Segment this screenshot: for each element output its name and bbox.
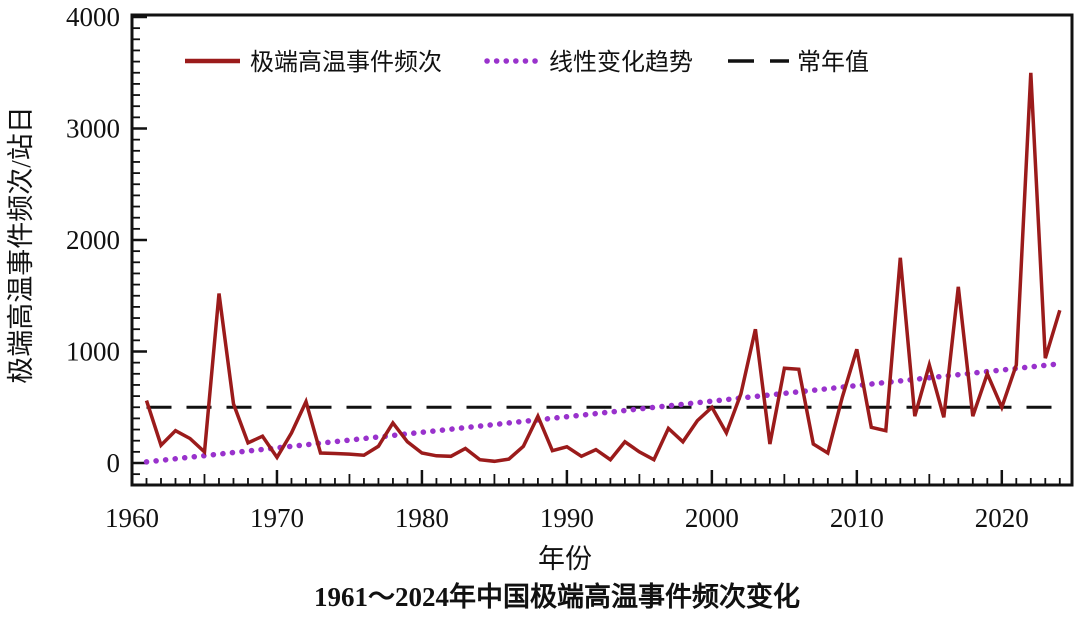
legend-label-series: 极端高温事件频次	[250, 49, 442, 76]
x-axis-title: 年份	[538, 544, 592, 574]
x-major-ticks: 1960 1970 1980 1990 2000 2010 2020	[105, 470, 1029, 533]
legend-label-trend: 线性变化趋势	[549, 49, 693, 76]
x-tick-label: 1980	[395, 503, 449, 533]
x-minor-ticks	[145, 474, 1061, 485]
x-tick-label: 2020	[975, 503, 1029, 533]
y-axis-title: 极端高温事件频次/站日	[6, 106, 36, 384]
x-tick-label: 2000	[685, 503, 739, 533]
plot-area: 0 1000 2000 3000 4000 1960 1970 1980 1990 2000 201…	[66, 2, 1074, 533]
x-tick-label: 1990	[540, 503, 594, 533]
legend: 极端高温事件频次 线性变化趋势 常年值	[185, 49, 869, 76]
plot-border	[130, 13, 1074, 487]
y-minor-ticks	[132, 27, 140, 476]
y-tick-label: 0	[107, 448, 121, 478]
series-line	[144, 72, 1062, 464]
trend-line	[143, 361, 1063, 465]
y-tick-label: 4000	[66, 2, 120, 32]
y-tick-label: 1000	[66, 337, 120, 367]
x-tick-label: 2010	[830, 503, 884, 533]
x-tick-label: 1960	[105, 503, 159, 533]
y-tick-label: 2000	[66, 225, 120, 255]
figure-title: 1961～2024年中国极端高温事件频次变化	[314, 581, 800, 612]
legend-label-normal: 常年值	[797, 49, 869, 76]
x-tick-label: 1970	[250, 503, 304, 533]
y-tick-label: 3000	[66, 114, 120, 144]
